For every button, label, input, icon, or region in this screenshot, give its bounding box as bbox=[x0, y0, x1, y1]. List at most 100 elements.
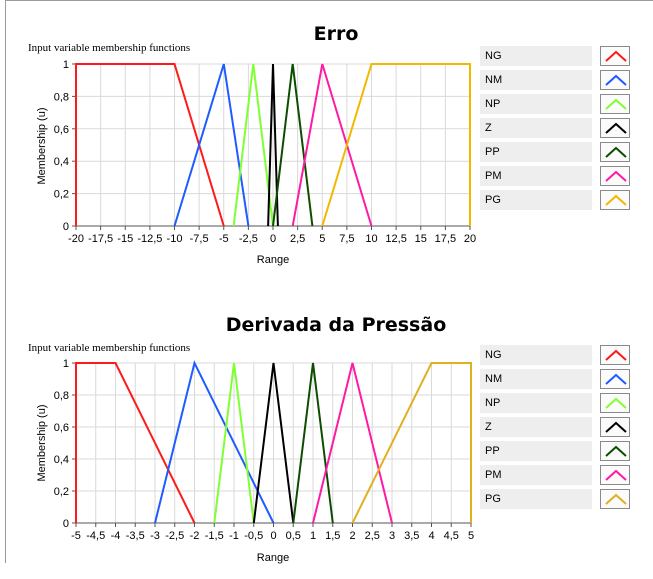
x-tick-label: -0,5 bbox=[244, 530, 263, 542]
legend-label: Z bbox=[480, 118, 592, 138]
x-tick-label: 15 bbox=[415, 233, 427, 245]
legend-swatch-line bbox=[605, 122, 627, 134]
chart-panel-derivada-da-pressao: Derivada da Pressão Input variable membe… bbox=[0, 299, 653, 579]
legend-swatch-line bbox=[605, 194, 627, 206]
legend-item-pg: PG bbox=[480, 489, 635, 509]
x-tick-label: -1,5 bbox=[205, 530, 224, 542]
legend-label: PM bbox=[480, 465, 592, 485]
x-tick-label: -2,5 bbox=[239, 233, 258, 245]
legend-item-ng: NG bbox=[480, 46, 635, 66]
series-line-np bbox=[213, 362, 255, 524]
legend-swatch-icon bbox=[600, 166, 630, 186]
legend-swatch-line bbox=[605, 98, 627, 110]
series-line-pg bbox=[321, 63, 471, 227]
legend-item-pp: PP bbox=[480, 441, 635, 461]
x-axis-label: Range bbox=[257, 254, 289, 266]
legend-swatch-icon bbox=[600, 94, 630, 114]
x-tick-label: 7,5 bbox=[339, 233, 354, 245]
y-tick-label: 0,8 bbox=[54, 91, 69, 103]
y-axis-label: Membership (u) bbox=[36, 404, 48, 481]
x-tick-label: 3,5 bbox=[404, 530, 419, 542]
legend-label: NG bbox=[480, 46, 592, 66]
series-line-pp bbox=[272, 63, 314, 227]
x-tick-label: 4,5 bbox=[444, 530, 459, 542]
frame-border-left bbox=[5, 0, 6, 563]
x-tick-label: 2,5 bbox=[365, 530, 380, 542]
legend-label: PP bbox=[480, 142, 592, 162]
x-tick-label: -3 bbox=[150, 530, 160, 542]
x-tick-label: 5 bbox=[319, 233, 325, 245]
legend-label: NP bbox=[480, 393, 592, 413]
legend-item-z: Z bbox=[480, 118, 635, 138]
series-line-pm bbox=[291, 63, 373, 227]
x-axis-label: Range bbox=[257, 552, 289, 564]
legend-item-pp: PP bbox=[480, 142, 635, 162]
series-line-z bbox=[267, 63, 279, 227]
legend-swatch-line bbox=[605, 50, 627, 62]
legend-item-ng: NG bbox=[480, 345, 635, 365]
legend-item-pm: PM bbox=[480, 465, 635, 485]
x-tick-label: -2,5 bbox=[165, 530, 184, 542]
legend-label: PG bbox=[480, 190, 592, 210]
legend-item-np: NP bbox=[480, 393, 635, 413]
series-line-z bbox=[252, 362, 295, 524]
legend-label: NM bbox=[480, 369, 592, 389]
x-tick-label: -4,5 bbox=[86, 530, 105, 542]
legend-item-nm: NM bbox=[480, 369, 635, 389]
y-tick-label: 0,2 bbox=[54, 189, 69, 201]
x-tick-label: 5 bbox=[468, 530, 474, 542]
legend-item-np: NP bbox=[480, 94, 635, 114]
legend-swatch-icon bbox=[600, 190, 630, 210]
x-tick-label: -5 bbox=[219, 233, 229, 245]
legend-swatch-icon bbox=[600, 46, 630, 66]
legend-swatch-line bbox=[605, 146, 627, 158]
y-tick-label: 1 bbox=[63, 358, 69, 370]
x-tick-label: -1 bbox=[229, 530, 239, 542]
series-line-ng bbox=[75, 362, 196, 524]
chart-derivada-da-pressao: Derivada da Pressão Input variable membe… bbox=[28, 314, 474, 564]
legend-swatch-icon bbox=[600, 118, 630, 138]
legend-label: PM bbox=[480, 166, 592, 186]
legend-swatch-icon bbox=[600, 417, 630, 437]
series-line-pg bbox=[351, 362, 472, 524]
legend-item-pg: PG bbox=[480, 190, 635, 210]
legend-swatch-icon bbox=[600, 393, 630, 413]
legend-swatch-line bbox=[605, 170, 627, 182]
x-tick-label: 0,5 bbox=[286, 530, 301, 542]
legend-swatch-icon bbox=[600, 465, 630, 485]
y-axis-label: Membership (u) bbox=[36, 107, 48, 184]
x-tick-label: 4 bbox=[428, 530, 434, 542]
x-tick-label: -12,5 bbox=[137, 233, 162, 245]
chart-erro: Erro Input variable membership functions… bbox=[28, 23, 476, 266]
legend-swatch-line bbox=[605, 493, 627, 505]
x-tick-label: 3 bbox=[389, 530, 395, 542]
legend-swatch-line bbox=[605, 469, 627, 481]
legend-item-nm: NM bbox=[480, 70, 635, 90]
legend-swatch-icon bbox=[600, 441, 630, 461]
legend-swatch-line bbox=[605, 421, 627, 433]
legend-swatch-line bbox=[605, 445, 627, 457]
chart-title: Derivada da Pressão bbox=[226, 314, 447, 336]
x-tick-label: -2 bbox=[190, 530, 200, 542]
legend-swatch-line bbox=[605, 397, 627, 409]
x-tick-label: -5 bbox=[71, 530, 81, 542]
y-tick-label: 0,6 bbox=[54, 124, 69, 136]
x-tick-label: -15 bbox=[117, 233, 133, 245]
legend-swatch-icon bbox=[600, 70, 630, 90]
x-tick-label: 17,5 bbox=[435, 233, 456, 245]
legend-label: PP bbox=[480, 441, 592, 461]
x-tick-label: 0 bbox=[270, 530, 276, 542]
x-tick-label: -17,5 bbox=[88, 233, 113, 245]
legend-label: NP bbox=[480, 94, 592, 114]
y-tick-label: 1 bbox=[63, 59, 69, 71]
legend-swatch-icon bbox=[600, 345, 630, 365]
legend-swatch-line bbox=[605, 349, 627, 361]
x-tick-label: -20 bbox=[68, 233, 84, 245]
x-tick-label: 1 bbox=[310, 530, 316, 542]
x-tick-label: 1,5 bbox=[325, 530, 340, 542]
x-tick-label: 2 bbox=[349, 530, 355, 542]
y-tick-label: 0,2 bbox=[54, 486, 69, 498]
legend-swatch-icon bbox=[600, 142, 630, 162]
x-tick-label: -3,5 bbox=[126, 530, 145, 542]
legend-label: NG bbox=[480, 345, 592, 365]
